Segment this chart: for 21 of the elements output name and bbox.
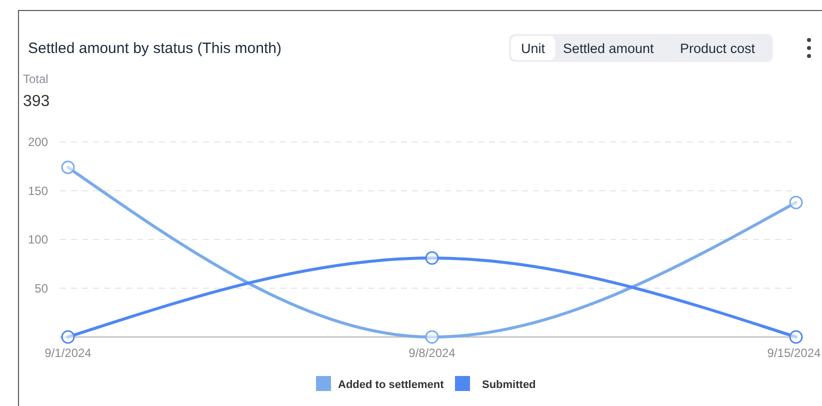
- y-tick-label: 100: [28, 232, 48, 246]
- text: Unit: [520, 41, 546, 56]
- text: Product cost: [680, 41, 756, 56]
- point: [61, 160, 75, 174]
- chart-title: Settled amount by status (This month): [28, 40, 282, 57]
- x-tick-label: 9/8/2024: [408, 346, 456, 360]
- x-tick-label: 9/15/2024: [767, 346, 822, 360]
- y-tick-label: 150: [28, 184, 48, 198]
- y-tick-label: 200: [28, 135, 48, 149]
- point: [61, 330, 75, 344]
- y-tick-label: 50: [34, 281, 48, 296]
- legend-label: Submitted: [482, 379, 536, 391]
- point: [789, 196, 803, 210]
- legend-label: Added to settlement: [338, 379, 444, 391]
- point: [425, 330, 439, 344]
- point: [425, 251, 439, 265]
- point: [789, 330, 803, 344]
- x-tick-label: 9/1/2024: [44, 346, 92, 360]
- text: Settled amount: [563, 41, 654, 56]
- text: 393: [23, 93, 50, 110]
- text: Total: [23, 72, 48, 86]
